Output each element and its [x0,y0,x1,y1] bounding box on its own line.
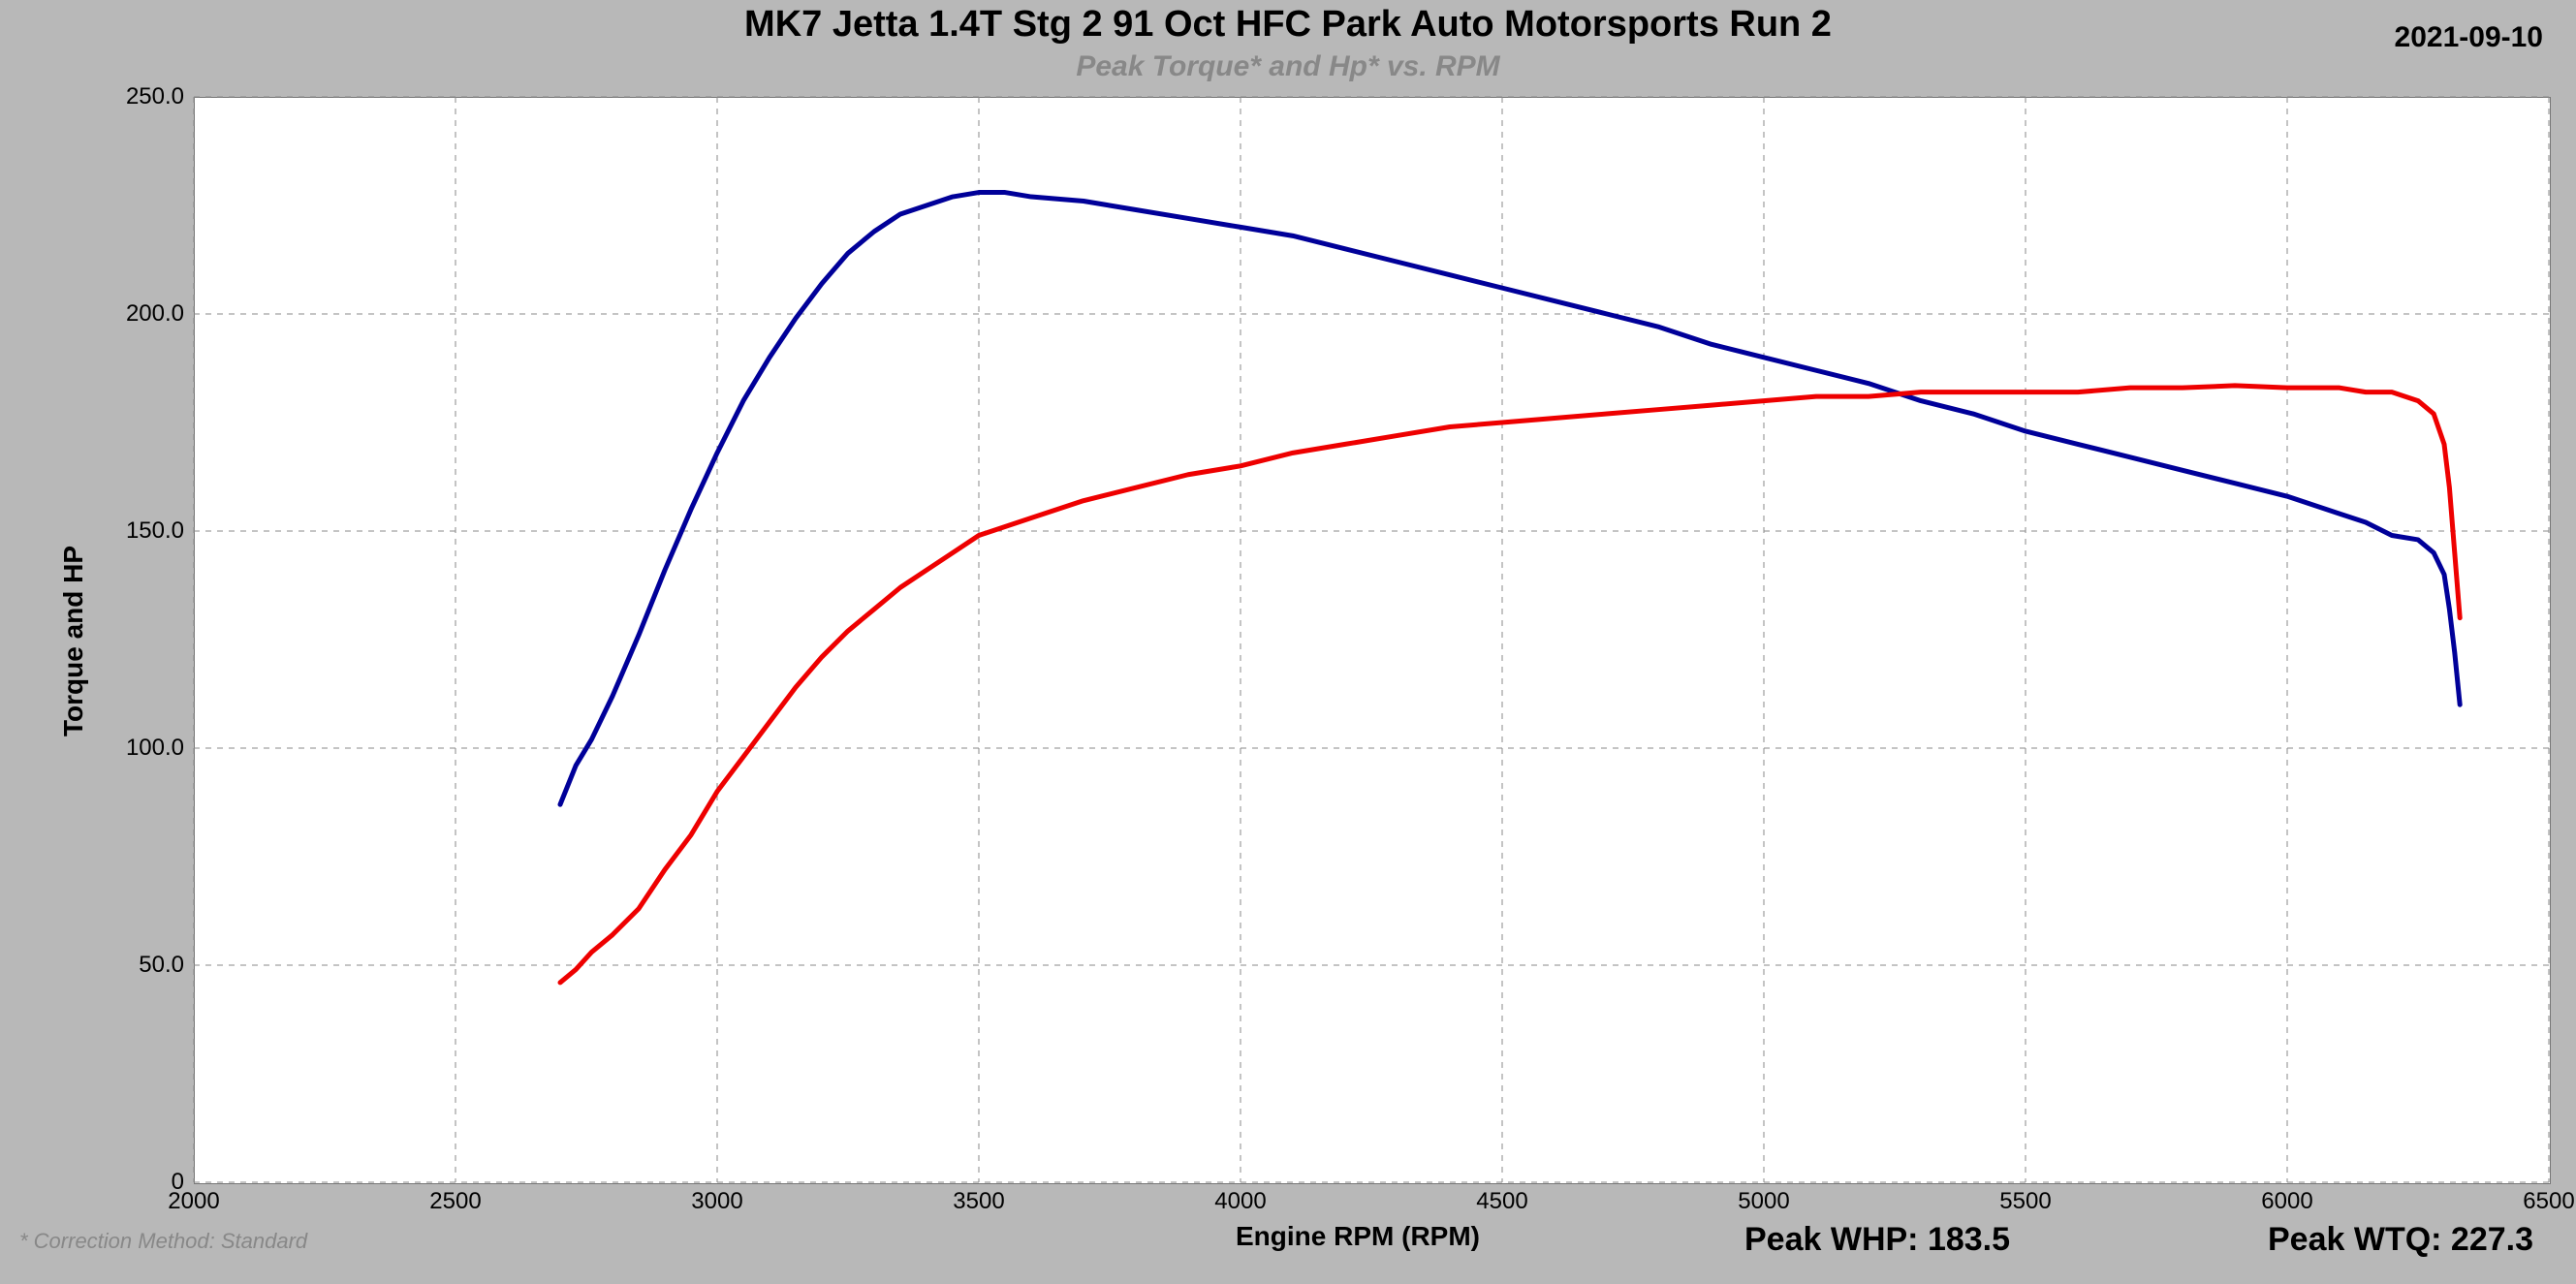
x-axis-label: Engine RPM (RPM) [1236,1221,1480,1252]
ytick-label: 100.0 [107,735,184,762]
y-axis-label: Torque and HP [58,546,89,736]
xtick-label: 4500 [1463,1188,1541,1215]
xtick-label: 6000 [2248,1188,2326,1215]
correction-footnote: * Correction Method: Standard [19,1229,307,1254]
ytick-label: 50.0 [107,952,184,979]
xtick-label: 2000 [155,1188,233,1215]
xtick-label: 2500 [417,1188,494,1215]
series-hp [560,386,2460,983]
peak-whp-label: Peak WHP: 183.5 [1744,1221,2010,1259]
xtick-label: 4000 [1202,1188,1279,1215]
series-torque [560,193,2460,805]
ytick-label: 250.0 [107,83,184,110]
peak-wtq-label: Peak WTQ: 227.3 [2268,1221,2533,1259]
xtick-label: 3000 [678,1188,756,1215]
xtick-label: 5000 [1725,1188,1803,1215]
ytick-label: 200.0 [107,300,184,328]
ytick-label: 150.0 [107,517,184,545]
xtick-label: 3500 [940,1188,1018,1215]
chart-canvas: MK7 Jetta 1.4T Stg 2 91 Oct HFC Park Aut… [0,0,2576,1284]
xtick-label: 5500 [1987,1188,2064,1215]
xtick-label: 6500 [2510,1188,2576,1215]
chart-svg [0,0,2576,1284]
